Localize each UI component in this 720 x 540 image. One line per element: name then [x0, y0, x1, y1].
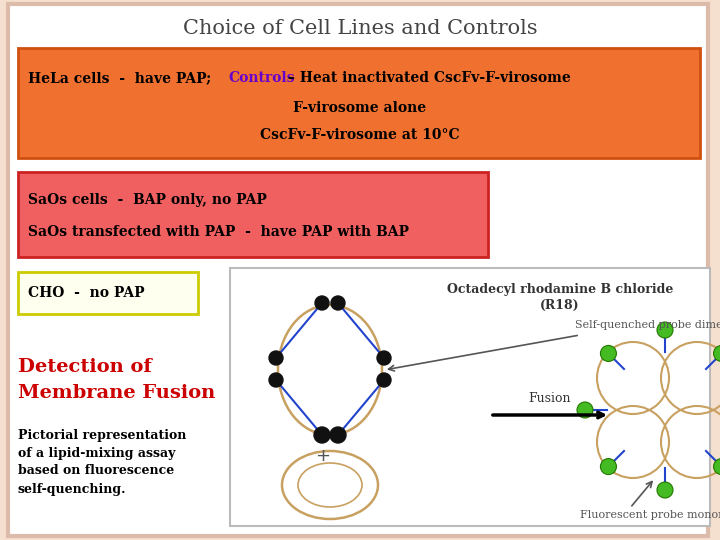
Circle shape	[600, 458, 616, 475]
FancyBboxPatch shape	[18, 172, 488, 257]
Text: HeLa cells  -  have PAP;: HeLa cells - have PAP;	[28, 71, 221, 85]
Text: SaOs cells  -  BAP only, no PAP: SaOs cells - BAP only, no PAP	[28, 193, 267, 207]
Circle shape	[377, 373, 391, 387]
Text: – Heat inactivated CscFv-F-virosome: – Heat inactivated CscFv-F-virosome	[283, 71, 571, 85]
Text: CHO  -  no PAP: CHO - no PAP	[28, 286, 145, 300]
Text: Choice of Cell Lines and Controls: Choice of Cell Lines and Controls	[183, 18, 537, 37]
FancyBboxPatch shape	[8, 4, 708, 536]
FancyBboxPatch shape	[18, 48, 700, 158]
Text: Fusion: Fusion	[528, 392, 571, 405]
Circle shape	[269, 351, 283, 365]
Text: Self-quenched probe dimer: Self-quenched probe dimer	[575, 320, 720, 330]
Text: CscFv-F-virosome at 10°C: CscFv-F-virosome at 10°C	[260, 128, 460, 142]
Circle shape	[377, 351, 391, 365]
Text: Detection of
Membrane Fusion: Detection of Membrane Fusion	[18, 359, 215, 402]
Circle shape	[577, 402, 593, 418]
Text: Octadecyl rhodamine B chloride
(R18): Octadecyl rhodamine B chloride (R18)	[447, 283, 673, 312]
Circle shape	[331, 296, 345, 310]
Circle shape	[714, 458, 720, 475]
Text: Pictorial representation
of a lipid-mixing assay
based on fluorescence
self-quen: Pictorial representation of a lipid-mixi…	[18, 429, 186, 496]
Text: SaOs transfected with PAP  -  have PAP with BAP: SaOs transfected with PAP - have PAP wit…	[28, 225, 409, 239]
Text: Controls: Controls	[228, 71, 294, 85]
Text: +: +	[315, 447, 330, 465]
FancyBboxPatch shape	[230, 268, 710, 526]
Text: F-virosome alone: F-virosome alone	[294, 101, 426, 115]
Circle shape	[314, 427, 330, 443]
Circle shape	[269, 373, 283, 387]
FancyBboxPatch shape	[18, 272, 198, 314]
Circle shape	[657, 322, 673, 338]
Circle shape	[330, 427, 346, 443]
Circle shape	[714, 346, 720, 361]
Circle shape	[315, 296, 329, 310]
Text: Fluorescent probe monomer: Fluorescent probe monomer	[580, 510, 720, 520]
Circle shape	[600, 346, 616, 361]
Circle shape	[657, 482, 673, 498]
